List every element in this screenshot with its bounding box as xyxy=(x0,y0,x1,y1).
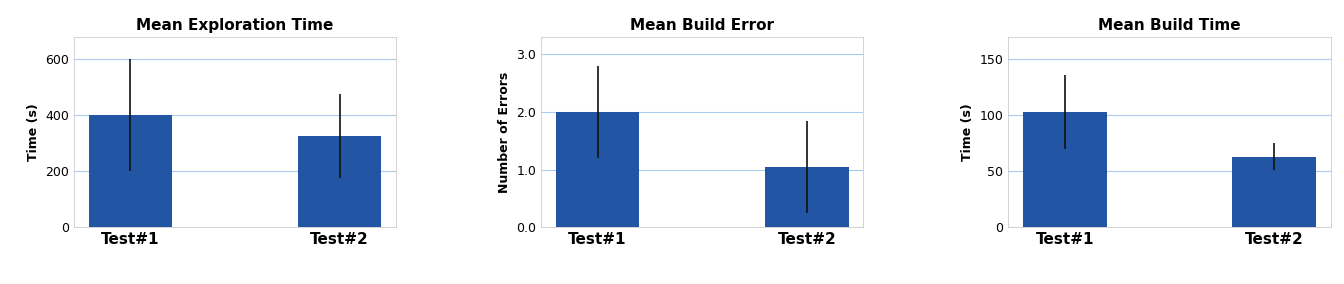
Title: Mean Exploration Time: Mean Exploration Time xyxy=(136,18,333,33)
Y-axis label: Number of Errors: Number of Errors xyxy=(497,72,511,193)
Bar xyxy=(1232,157,1316,227)
Bar xyxy=(556,112,640,227)
Bar xyxy=(1023,112,1106,227)
Bar xyxy=(89,115,172,227)
Y-axis label: Time (s): Time (s) xyxy=(27,103,39,161)
Bar xyxy=(298,136,382,227)
Title: Mean Build Time: Mean Build Time xyxy=(1098,18,1241,33)
Title: Mean Build Error: Mean Build Error xyxy=(630,18,774,33)
Y-axis label: Time (s): Time (s) xyxy=(961,103,974,161)
Bar xyxy=(765,167,848,227)
